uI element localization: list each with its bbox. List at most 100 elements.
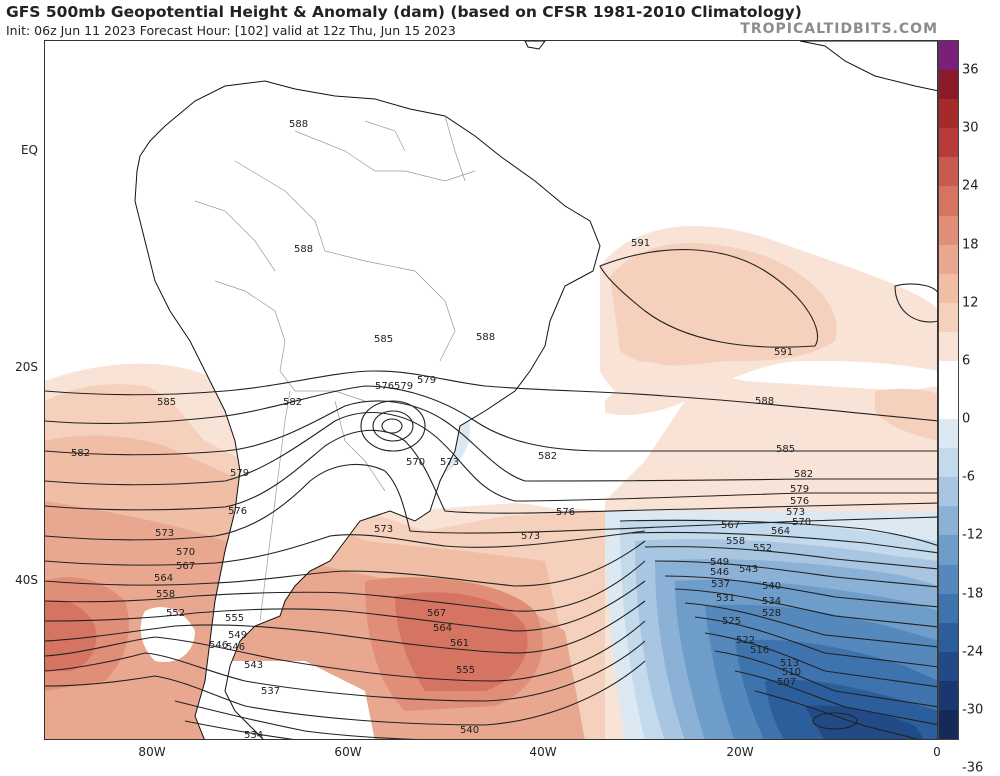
- colorbar-tick-label: -24: [962, 644, 984, 660]
- lon-label-40w: 40W: [529, 745, 557, 759]
- colorbar-tick-label: 30: [962, 120, 979, 136]
- contour-labels: 588 588 585 588 591 591 588 585 582 579 …: [71, 119, 813, 740]
- colorbar-tick-label: 18: [962, 237, 979, 253]
- contour-label: 522: [736, 635, 755, 646]
- colorbar-tick-label: 36: [962, 62, 979, 78]
- contour-label: 591: [774, 347, 793, 358]
- brand-watermark[interactable]: TROPICALTIDBITS.COM: [740, 21, 938, 37]
- contour-label: 573: [786, 507, 805, 518]
- contour-label: 585: [776, 444, 795, 455]
- contour-label: 588: [476, 332, 495, 343]
- colorbar-tick-label: 0: [962, 411, 971, 427]
- colorbar-tick-label: 12: [962, 295, 979, 311]
- contour-label: 591: [631, 238, 650, 249]
- colorbar-band: [939, 157, 958, 187]
- lat-label-eq: EQ: [20, 143, 38, 157]
- colorbar-tick-label: -12: [962, 527, 984, 543]
- contour-label: 549: [710, 557, 729, 568]
- contour-label: 543: [739, 564, 758, 575]
- colorbar-band: [939, 186, 958, 216]
- contour-label: 585: [157, 397, 176, 408]
- colorbar-tick-label: -6: [962, 469, 975, 485]
- colorbar-band: [939, 419, 958, 449]
- contour-label: 585: [374, 334, 393, 345]
- contour-label: 552: [166, 608, 185, 619]
- contour-label: 564: [771, 526, 790, 537]
- contour-label: 561: [450, 638, 469, 649]
- lon-label-80w: 80W: [138, 745, 166, 759]
- map-title: GFS 500mb Geopotential Height & Anomaly …: [6, 3, 802, 21]
- colorbar-band: [939, 360, 958, 391]
- lon-label-60w: 60W: [334, 745, 362, 759]
- contour-label: 579: [230, 468, 249, 479]
- contour-label: 573: [374, 524, 393, 535]
- contour-label: 582: [538, 451, 557, 462]
- map-panel[interactable]: 588 588 585 588 591 591 588 585 582 579 …: [44, 40, 938, 740]
- contour-label: 564: [433, 623, 452, 634]
- colorbar-band: [939, 564, 958, 595]
- anomaly-colorbar: [938, 40, 959, 740]
- lat-label-40s: 40S: [15, 573, 38, 587]
- contour-label: 534: [244, 730, 263, 740]
- contour-label: 510: [782, 667, 801, 678]
- colorbar-band: [939, 70, 958, 100]
- colorbar-band: [939, 506, 958, 536]
- contour-label: 546: [710, 567, 729, 578]
- contour-label: 528: [762, 608, 781, 619]
- contour-label: 573: [155, 528, 174, 539]
- colorbar-band: [939, 302, 958, 333]
- contour-label: 576: [790, 496, 809, 507]
- colorbar-band: [939, 680, 958, 711]
- colorbar-band: [939, 709, 958, 740]
- colorbar-band: [939, 99, 958, 129]
- map-subtitle: Init: 06z Jun 11 2023 Forecast Hour: [10…: [6, 23, 456, 38]
- contour-label: 516: [750, 645, 769, 656]
- contour-label: 534: [762, 596, 781, 607]
- colorbar-band: [939, 128, 958, 158]
- lat-label-20s: 20S: [15, 360, 38, 374]
- colorbar-band: [939, 273, 958, 304]
- contour-label: 582: [794, 469, 813, 480]
- contour-label: 567: [176, 561, 195, 572]
- height-contours: [45, 249, 937, 739]
- contour-label: 564: [154, 573, 173, 584]
- colorbar-band: [939, 331, 958, 362]
- contour-label: 552: [753, 543, 772, 554]
- contour-label: 579: [790, 484, 809, 495]
- map-canvas: 588 588 585 588 591 591 588 585 582 579 …: [45, 41, 937, 740]
- contour-label: 588: [289, 119, 308, 130]
- contour-label: 576: [228, 506, 247, 517]
- contour-label: 567: [721, 520, 740, 531]
- colorbar-band: [939, 651, 958, 682]
- contour-label: 570: [406, 457, 425, 468]
- contour-label: 537: [261, 686, 280, 697]
- colorbar-band: [939, 244, 958, 275]
- contour-label: 576: [375, 381, 394, 392]
- contour-label: 588: [294, 244, 313, 255]
- contour-label: 588: [755, 396, 774, 407]
- lon-label-0: 0: [933, 745, 941, 759]
- country-borders: [194, 115, 476, 622]
- contour-label: 582: [71, 448, 90, 459]
- colorbar-tick-label: 24: [962, 178, 979, 194]
- contour-label: 531: [716, 593, 735, 604]
- contour-label: 582: [283, 397, 302, 408]
- colorbar-band: [939, 215, 958, 246]
- contour-label: 540: [460, 725, 479, 736]
- contour-label: 507: [777, 677, 796, 688]
- colorbar-band: [939, 477, 958, 507]
- colorbar-band: [939, 390, 958, 420]
- colorbar-band: [939, 622, 958, 653]
- contour-label: 540: [762, 581, 781, 592]
- contour-label: 573: [440, 457, 459, 468]
- contour-label: 537: [711, 579, 730, 590]
- contour-label: 555: [456, 665, 475, 676]
- colorbar-tick-label: -30: [962, 702, 984, 718]
- colorbar-tick-label: -18: [962, 586, 984, 602]
- lon-label-20w: 20W: [726, 745, 754, 759]
- contour-label: 567: [427, 608, 446, 619]
- contour-label: 558: [156, 589, 175, 600]
- contour-label: 555: [225, 613, 244, 624]
- contour-label: 543: [244, 660, 263, 671]
- contour-label: 546: [209, 640, 228, 651]
